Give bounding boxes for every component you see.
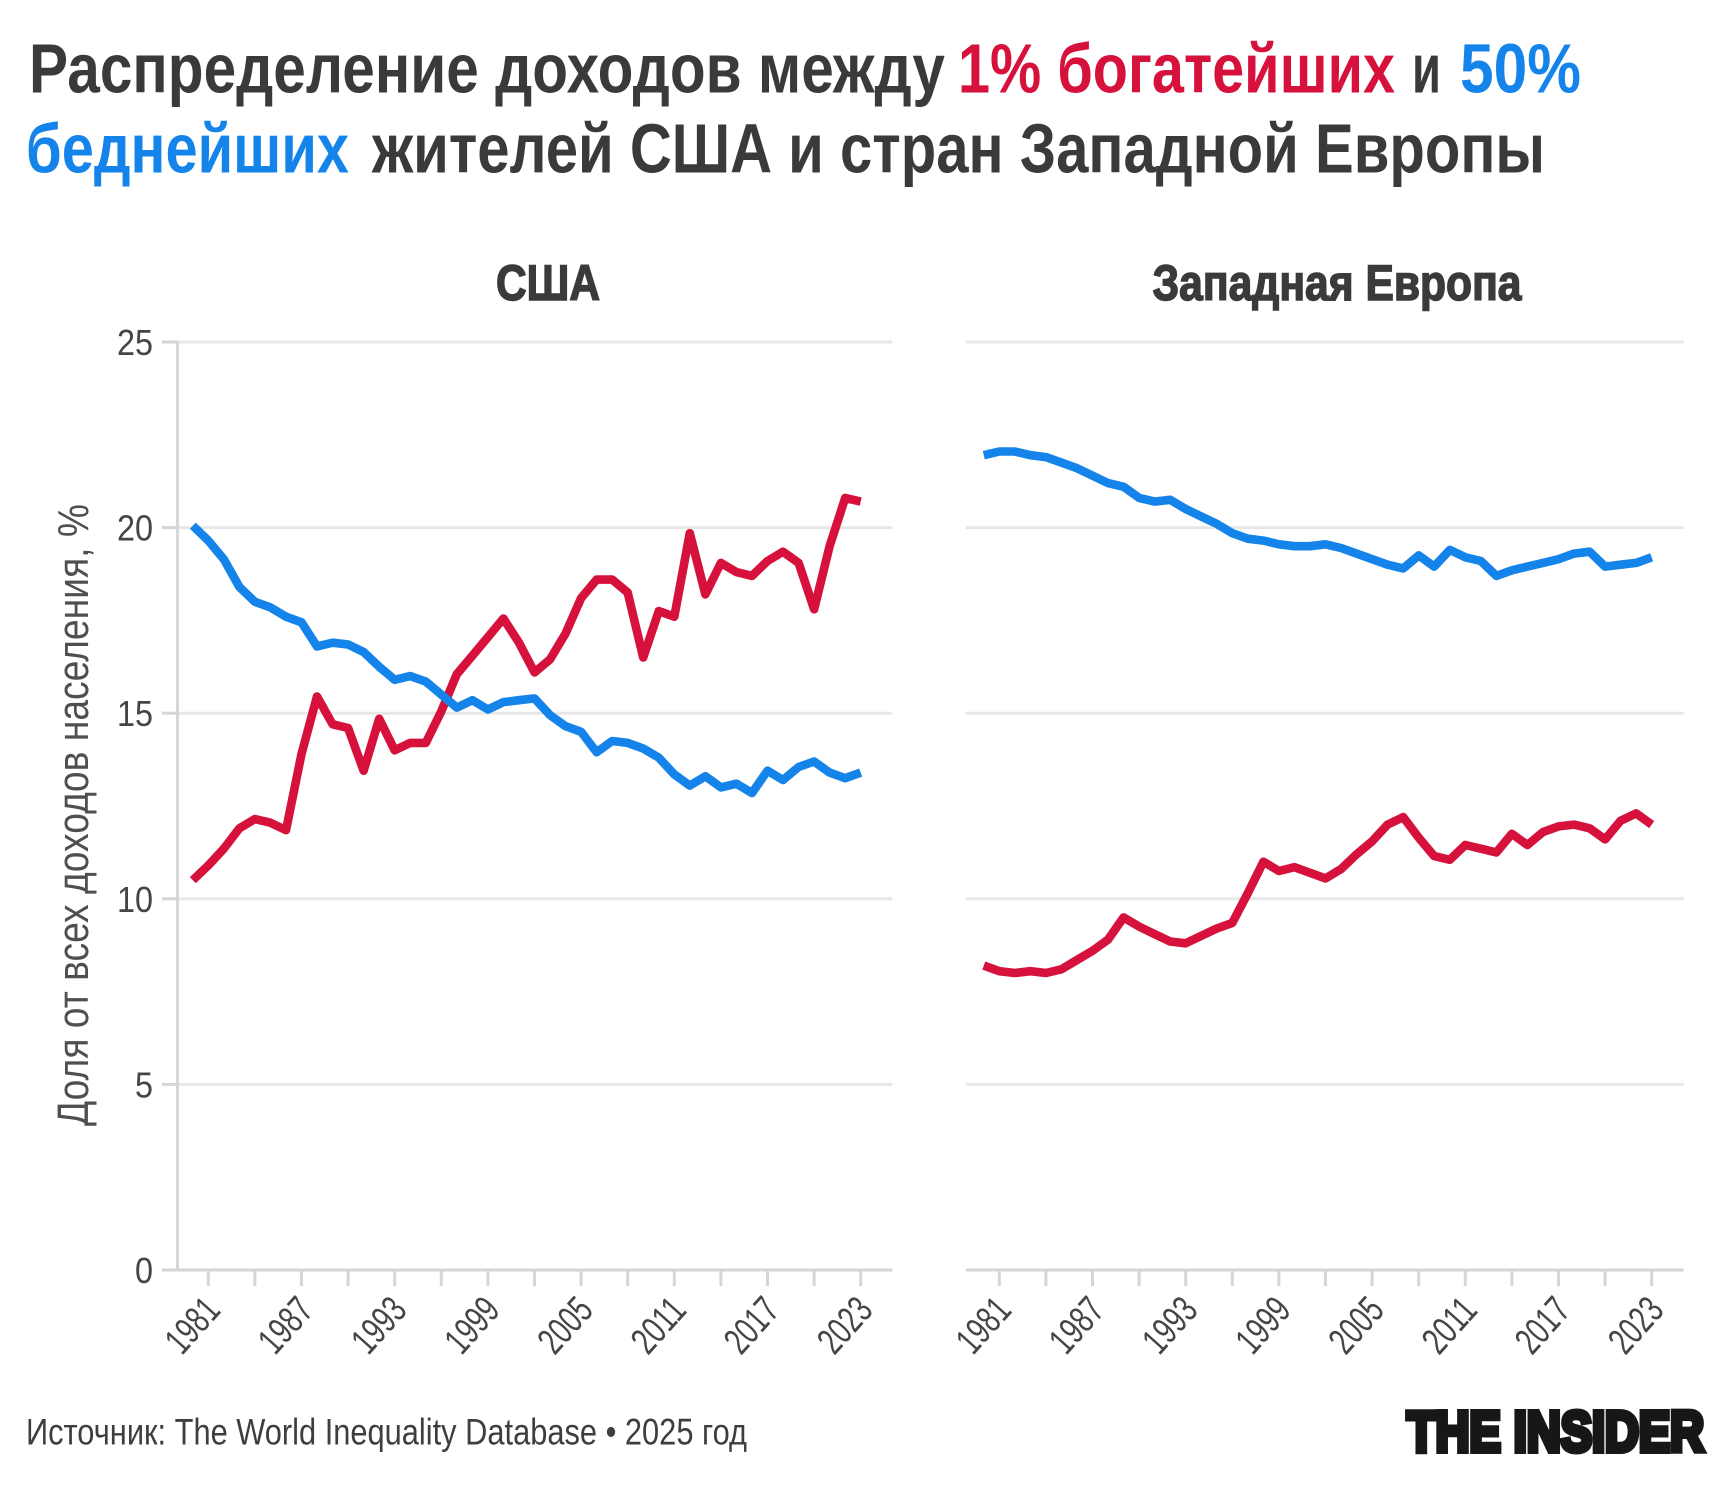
svg-text:1993: 1993 (1135, 1289, 1206, 1362)
svg-text:1981: 1981 (948, 1289, 1019, 1362)
svg-text:2011: 2011 (1414, 1289, 1485, 1362)
svg-text:2017: 2017 (717, 1289, 788, 1362)
svg-text:Источник: The World Inequality: Источник: The World Inequality Database … (26, 1412, 747, 1453)
svg-text:1987: 1987 (1042, 1289, 1113, 1362)
svg-text:США: США (496, 255, 600, 311)
svg-text:1987: 1987 (251, 1289, 322, 1362)
svg-text:беднейших: беднейших (26, 109, 349, 187)
svg-text:и: и (1412, 29, 1441, 107)
svg-text:Доля от всех доходов населения: Доля от всех доходов населения, % (49, 504, 98, 1126)
svg-text:5: 5 (135, 1064, 153, 1105)
svg-text:Распределение доходов между: Распределение доходов между (29, 29, 945, 107)
svg-text:жителей США и стран Западной Е: жителей США и стран Западной Европы (371, 109, 1545, 187)
svg-text:25: 25 (117, 322, 153, 363)
svg-text:15: 15 (117, 693, 153, 734)
svg-text:2023: 2023 (1601, 1289, 1672, 1362)
svg-text:10: 10 (117, 879, 153, 920)
svg-text:2005: 2005 (530, 1289, 601, 1362)
svg-text:Западная Европа: Западная Европа (1153, 255, 1523, 311)
svg-text:2005: 2005 (1321, 1289, 1392, 1362)
svg-text:0: 0 (135, 1250, 153, 1291)
svg-text:THE INSIDER: THE INSIDER (1407, 1400, 1704, 1464)
svg-text:1981: 1981 (157, 1289, 228, 1362)
svg-text:2017: 2017 (1508, 1289, 1579, 1362)
svg-text:1999: 1999 (437, 1289, 508, 1362)
svg-text:50%: 50% (1460, 29, 1581, 107)
svg-text:1993: 1993 (344, 1289, 415, 1362)
svg-text:2023: 2023 (810, 1289, 881, 1362)
svg-text:20: 20 (117, 508, 153, 549)
svg-text:2011: 2011 (623, 1289, 694, 1362)
svg-text:1999: 1999 (1228, 1289, 1299, 1362)
svg-text:1% богатейших: 1% богатейших (958, 29, 1395, 107)
